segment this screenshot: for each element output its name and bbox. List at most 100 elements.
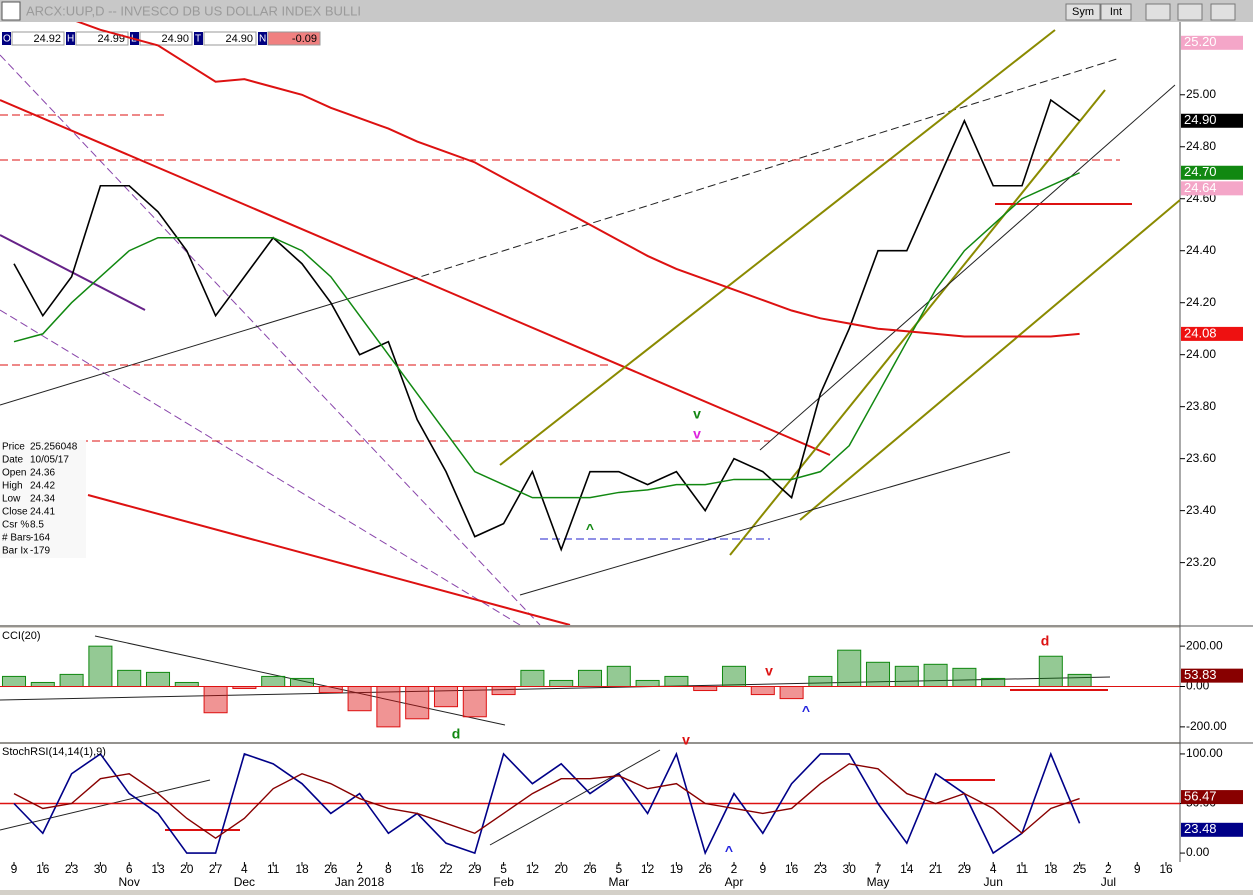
info-value: 25.256048 — [30, 442, 78, 453]
series-line — [75, 22, 1080, 338]
trendline — [94, 635, 506, 726]
cci-bar — [1067, 673, 1092, 688]
pane-title: StochRSI(14,14(1),9) — [2, 746, 106, 758]
price-tag — [1181, 181, 1243, 196]
quote-value-box — [11, 31, 65, 46]
quote-value-box — [267, 31, 321, 46]
y-tick-label: 24.80 — [1186, 139, 1216, 153]
info-value: 24.42 — [30, 481, 55, 492]
x-tick-label: 12 — [641, 862, 655, 876]
info-value: -164 — [30, 533, 50, 544]
x-tick-label: 21 — [929, 862, 943, 876]
x-tick-label: 23 — [65, 862, 79, 876]
series-line — [13, 763, 1080, 840]
int-button-label[interactable]: Int — [1110, 6, 1122, 18]
price-tag — [1181, 668, 1243, 683]
x-tick-label: 9 — [759, 862, 766, 876]
price-tag-label: 56.47 — [1184, 789, 1217, 804]
y-tick-label: 100.00 — [1186, 746, 1223, 760]
price-tag-label: 25.20 — [1184, 34, 1217, 49]
minimize-button[interactable] — [1145, 3, 1171, 21]
price-tag — [1181, 790, 1243, 805]
price-axis — [1180, 22, 1253, 862]
cci-bar — [145, 671, 171, 688]
x-tick-label: 5 — [615, 862, 622, 876]
cci-bar — [433, 686, 459, 708]
info-value: -179 — [30, 546, 50, 557]
cci-bar — [117, 669, 142, 688]
trendline — [0, 309, 521, 625]
trendline — [519, 451, 1011, 596]
price-tag-label: 24.90 — [1184, 112, 1217, 127]
cci-bar — [462, 686, 487, 718]
price-tag-label: 23.48 — [1184, 821, 1217, 836]
x-tick-label: 16 — [1159, 862, 1173, 876]
sym-button-label[interactable]: Sym — [1072, 6, 1094, 18]
x-tick-label: 9 — [1134, 862, 1141, 876]
pane-title: CCI(20) — [2, 630, 41, 642]
x-tick-label: 2 — [731, 862, 738, 876]
cci-bar — [1, 675, 27, 688]
cci-bar — [577, 669, 603, 688]
y-tick-label: 24.00 — [1186, 347, 1216, 361]
close-button[interactable] — [1210, 3, 1236, 21]
cci-bar — [952, 667, 977, 688]
cci-bar — [1038, 655, 1063, 688]
y-tick-label: 23.60 — [1186, 451, 1216, 465]
trendline — [489, 749, 661, 846]
trendline — [409, 57, 1121, 281]
cci-bar — [837, 649, 862, 688]
sym-button[interactable] — [1065, 3, 1101, 21]
trendline — [87, 494, 571, 625]
x-tick-label: 16 — [36, 862, 50, 876]
x-tick-label: 26 — [324, 862, 338, 876]
x-month-label: Jan 2018 — [335, 875, 385, 889]
annotation: v — [682, 732, 690, 748]
quote-value: 24.90 — [161, 33, 189, 45]
x-tick-label: 29 — [958, 862, 972, 876]
y-tick-label: 24.20 — [1186, 295, 1216, 309]
info-key: High — [2, 481, 23, 492]
annotation: v — [693, 406, 701, 422]
info-value: 24.34 — [30, 494, 55, 505]
annotation: ^ — [725, 843, 733, 859]
x-tick-label: 25 — [1073, 862, 1087, 876]
trendline — [759, 84, 1176, 451]
info-key: Date — [2, 455, 24, 466]
quote-key-box — [66, 32, 75, 45]
info-key: Close — [2, 507, 28, 518]
maximize-button[interactable] — [1177, 3, 1203, 21]
plot-area — [0, 751, 1180, 856]
x-tick-label: 18 — [1044, 862, 1058, 876]
x-tick-label: 27 — [209, 862, 223, 876]
quote-key-box — [258, 32, 267, 45]
x-month-label: Mar — [608, 875, 629, 889]
info-key: # Bars — [2, 533, 31, 544]
cci-bar — [981, 677, 1006, 688]
x-tick-label: 16 — [785, 862, 799, 876]
cci-bar — [289, 677, 315, 688]
info-key: Low — [2, 494, 21, 505]
trendline — [799, 199, 1180, 521]
x-tick-label: 29 — [468, 862, 482, 876]
quote-key: H — [67, 34, 74, 45]
cci-bar — [779, 686, 804, 700]
cci-bar — [491, 686, 516, 696]
x-tick-label: 2 — [356, 862, 363, 876]
x-tick-label: 11 — [267, 862, 280, 876]
x-tick-label: 6 — [126, 862, 133, 876]
x-month-label: May — [867, 875, 890, 889]
annotation: ^ — [586, 521, 594, 537]
y-tick-label: 23.40 — [1186, 503, 1216, 517]
x-tick-label: 20 — [555, 862, 569, 876]
x-tick-label: 2 — [1105, 862, 1112, 876]
cci-bar — [405, 686, 430, 720]
x-tick-label: 16 — [411, 862, 425, 876]
price-tag — [1181, 165, 1243, 180]
int-button[interactable] — [1100, 3, 1132, 21]
x-tick-label: 8 — [385, 862, 392, 876]
cci-bar — [865, 661, 891, 688]
annotation: d — [452, 726, 461, 742]
info-value: 8.5 — [30, 520, 44, 531]
